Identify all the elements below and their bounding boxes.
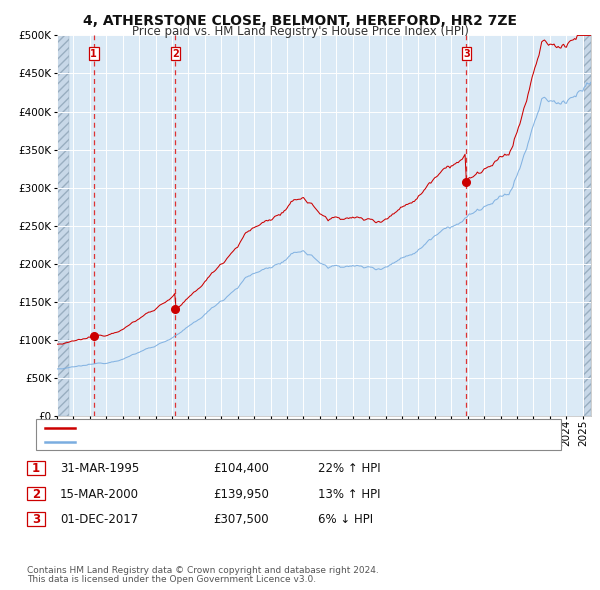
Text: 3: 3	[463, 49, 470, 59]
Bar	[57, 35, 70, 416]
Text: 13% ↑ HPI: 13% ↑ HPI	[318, 488, 380, 501]
Text: 4, ATHERSTONE CLOSE, BELMONT, HEREFORD, HR2 7ZE (detached house): 4, ATHERSTONE CLOSE, BELMONT, HEREFORD, …	[81, 423, 497, 433]
Text: HPI: Average price, detached house, Herefordshire: HPI: Average price, detached house, Here…	[81, 437, 364, 447]
Text: 22% ↑ HPI: 22% ↑ HPI	[318, 463, 380, 476]
Text: 1: 1	[91, 49, 97, 59]
Text: Price paid vs. HM Land Registry's House Price Index (HPI): Price paid vs. HM Land Registry's House …	[131, 25, 469, 38]
Text: 6% ↓ HPI: 6% ↓ HPI	[318, 513, 373, 526]
Text: £104,400: £104,400	[213, 463, 269, 476]
Text: £307,500: £307,500	[213, 513, 269, 526]
Text: £139,950: £139,950	[213, 488, 269, 501]
Text: 2: 2	[32, 488, 40, 501]
Text: 01-DEC-2017: 01-DEC-2017	[60, 513, 138, 526]
Text: 3: 3	[32, 513, 40, 526]
Text: 4, ATHERSTONE CLOSE, BELMONT, HEREFORD, HR2 7ZE: 4, ATHERSTONE CLOSE, BELMONT, HEREFORD, …	[83, 14, 517, 28]
Text: 31-MAR-1995: 31-MAR-1995	[60, 463, 139, 476]
Text: 1: 1	[32, 463, 40, 476]
Bar	[584, 35, 591, 416]
Text: Contains HM Land Registry data © Crown copyright and database right 2024.: Contains HM Land Registry data © Crown c…	[27, 566, 379, 575]
Text: 2: 2	[172, 49, 179, 59]
Text: 15-MAR-2000: 15-MAR-2000	[60, 488, 139, 501]
Text: This data is licensed under the Open Government Licence v3.0.: This data is licensed under the Open Gov…	[27, 575, 316, 584]
